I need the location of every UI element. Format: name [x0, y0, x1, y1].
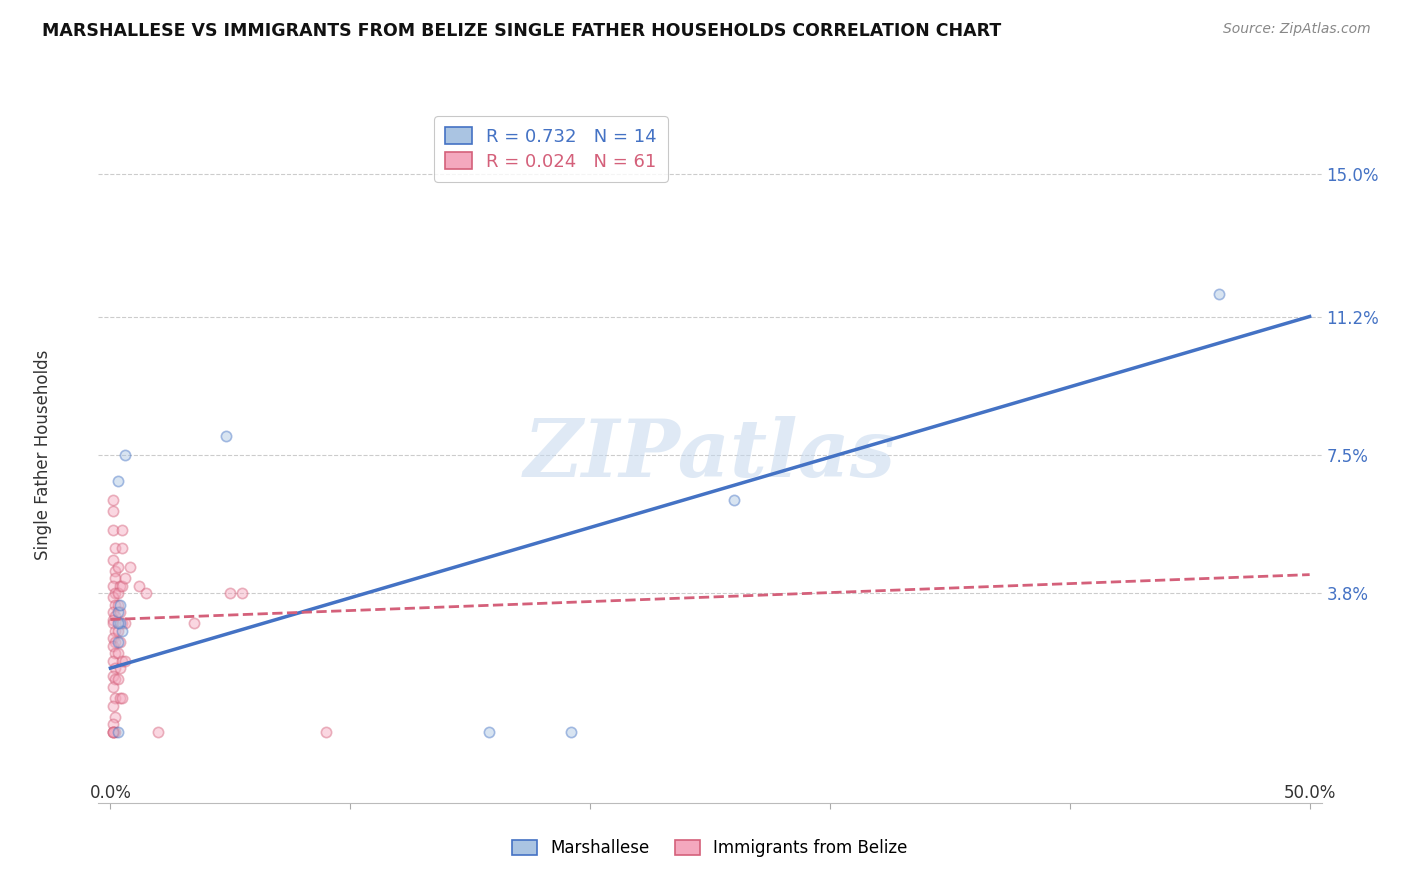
Point — [101, 492, 124, 507]
Point — [148, 724, 170, 739]
Point — [107, 605, 129, 619]
Point — [101, 605, 124, 619]
Text: Source: ZipAtlas.com: Source: ZipAtlas.com — [1223, 22, 1371, 37]
Point — [108, 635, 131, 649]
Point — [101, 504, 124, 518]
Point — [111, 624, 134, 638]
Point — [723, 492, 745, 507]
Point — [104, 564, 127, 578]
Text: 0.0%: 0.0% — [90, 784, 131, 802]
Point — [478, 724, 501, 739]
Point — [107, 474, 129, 488]
Point — [104, 586, 127, 600]
Point — [107, 624, 129, 638]
Point — [101, 724, 124, 739]
Point — [107, 646, 129, 660]
Point — [128, 579, 150, 593]
Text: ZIPatlas: ZIPatlas — [524, 417, 896, 493]
Point — [101, 616, 124, 631]
Point — [108, 691, 131, 706]
Point — [107, 673, 129, 687]
Point — [104, 541, 127, 556]
Point — [214, 429, 236, 443]
Point — [101, 631, 124, 645]
Point — [114, 616, 136, 631]
Point — [107, 635, 129, 649]
Point — [219, 586, 242, 600]
Point — [183, 616, 205, 631]
Point — [101, 680, 124, 694]
Point — [101, 613, 124, 627]
Point — [101, 698, 124, 713]
Point — [101, 717, 124, 731]
Text: 50.0%: 50.0% — [1284, 784, 1336, 802]
Point — [107, 598, 129, 612]
Point — [108, 579, 131, 593]
Text: Single Father Households: Single Father Households — [34, 350, 52, 560]
Point — [101, 590, 124, 604]
Point — [111, 523, 134, 537]
Point — [101, 552, 124, 566]
Point — [315, 724, 337, 739]
Point — [104, 646, 127, 660]
Point — [560, 724, 582, 739]
Point — [111, 691, 134, 706]
Point — [101, 579, 124, 593]
Point — [101, 724, 124, 739]
Point — [104, 608, 127, 623]
Point — [108, 605, 131, 619]
Point — [104, 624, 127, 638]
Point — [114, 571, 136, 585]
Point — [114, 654, 136, 668]
Point — [108, 616, 131, 631]
Point — [111, 616, 134, 631]
Point — [101, 668, 124, 682]
Point — [111, 579, 134, 593]
Point — [107, 586, 129, 600]
Point — [104, 661, 127, 675]
Point — [108, 598, 131, 612]
Point — [104, 571, 127, 585]
Point — [101, 724, 124, 739]
Point — [111, 541, 134, 556]
Point — [104, 635, 127, 649]
Legend: Marshallese, Immigrants from Belize: Marshallese, Immigrants from Belize — [506, 833, 914, 864]
Point — [104, 598, 127, 612]
Point — [104, 710, 127, 724]
Point — [101, 639, 124, 653]
Point — [101, 654, 124, 668]
Point — [114, 448, 136, 462]
Point — [101, 523, 124, 537]
Point — [107, 724, 129, 739]
Point — [108, 661, 131, 675]
Point — [104, 724, 127, 739]
Point — [118, 560, 141, 574]
Point — [111, 654, 134, 668]
Text: MARSHALLESE VS IMMIGRANTS FROM BELIZE SINGLE FATHER HOUSEHOLDS CORRELATION CHART: MARSHALLESE VS IMMIGRANTS FROM BELIZE SI… — [42, 22, 1001, 40]
Point — [1208, 287, 1230, 301]
Point — [135, 586, 157, 600]
Point — [107, 616, 129, 631]
Point — [107, 560, 129, 574]
Point — [104, 673, 127, 687]
Point — [104, 691, 127, 706]
Point — [231, 586, 253, 600]
